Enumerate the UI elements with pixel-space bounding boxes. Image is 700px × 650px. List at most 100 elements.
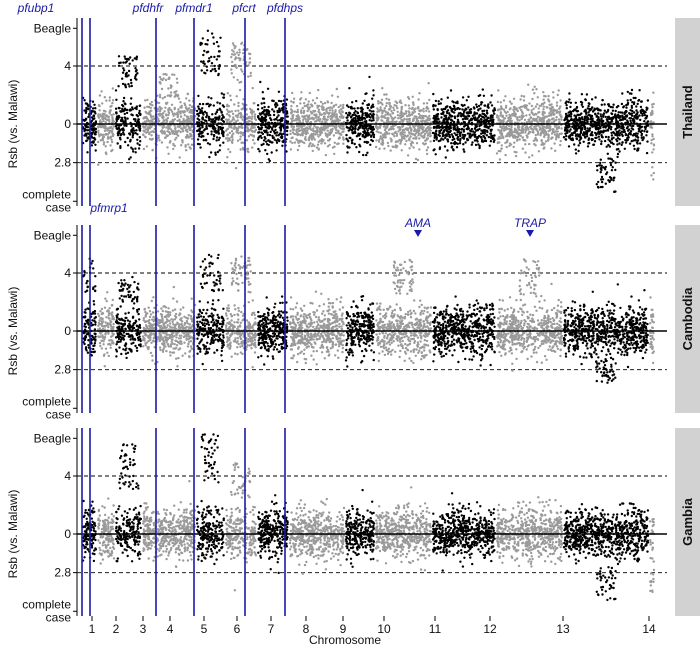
- data-point: [267, 143, 270, 147]
- data-point: [574, 134, 578, 138]
- data-point: [361, 102, 364, 105]
- data-point: [279, 129, 282, 132]
- data-point: [558, 107, 561, 110]
- data-point: [386, 132, 389, 135]
- data-point: [388, 102, 391, 106]
- data-point: [630, 112, 634, 115]
- data-point: [236, 129, 239, 132]
- data-point: [270, 127, 274, 130]
- data-point: [370, 138, 373, 142]
- data-point: [262, 111, 265, 114]
- data-point: [429, 134, 432, 137]
- data-point: [196, 142, 200, 146]
- data-point: [376, 110, 379, 114]
- data-point: [490, 94, 493, 97]
- data-point: [179, 115, 183, 118]
- data-point: [274, 105, 277, 109]
- data-point: [323, 118, 326, 121]
- data-point: [638, 124, 641, 127]
- data-point: [409, 142, 413, 146]
- data-point: [235, 95, 238, 98]
- data-point: [266, 133, 269, 137]
- data-point: [553, 109, 557, 112]
- data-point: [187, 143, 190, 146]
- data-point: [138, 127, 142, 130]
- data-point: [321, 102, 324, 106]
- data-point: [459, 137, 462, 141]
- data-point: [159, 130, 163, 133]
- data-point: [504, 128, 507, 131]
- data-point: [260, 102, 263, 105]
- data-point: [151, 130, 155, 133]
- data-point: [631, 125, 634, 128]
- data-point: [395, 140, 398, 143]
- data-point: [122, 69, 126, 72]
- data-point: [220, 92, 223, 95]
- data-point: [626, 90, 629, 94]
- data-point: [208, 57, 211, 60]
- data-point: [221, 113, 224, 117]
- data-point: [166, 124, 170, 128]
- data-point: [127, 69, 131, 73]
- data-point: [275, 149, 278, 152]
- data-point: [599, 161, 602, 165]
- data-point: [521, 147, 524, 150]
- data-point: [401, 124, 405, 128]
- y-tick-label: 4: [64, 59, 71, 73]
- data-point: [377, 139, 381, 142]
- data-point: [240, 68, 243, 71]
- data-point: [575, 105, 579, 109]
- data-point: [239, 135, 242, 138]
- data-point: [98, 104, 101, 107]
- data-point: [499, 112, 503, 115]
- data-point: [121, 103, 124, 107]
- data-point: [360, 106, 363, 109]
- data-point: [128, 108, 131, 112]
- data-point: [578, 113, 582, 117]
- data-point: [212, 42, 216, 45]
- data-point: [310, 144, 313, 148]
- data-point: [181, 128, 184, 131]
- data-point: [422, 117, 425, 120]
- data-point: [366, 131, 369, 134]
- data-point: [381, 87, 384, 90]
- data-point: [296, 148, 300, 152]
- data-point: [234, 109, 237, 113]
- data-point: [458, 133, 462, 136]
- data-point: [111, 127, 114, 130]
- data-point: [167, 87, 170, 90]
- data-point: [453, 107, 456, 110]
- data-point: [201, 107, 204, 110]
- data-point: [366, 103, 369, 107]
- data-point: [427, 126, 430, 129]
- data-point: [256, 108, 260, 111]
- data-point: [267, 139, 270, 142]
- data-point: [476, 119, 480, 122]
- data-point: [324, 153, 328, 157]
- data-point: [488, 125, 491, 128]
- data-point: [345, 133, 348, 137]
- data-point: [205, 69, 209, 72]
- data-point: [380, 119, 383, 122]
- data-point: [111, 117, 114, 121]
- data-point: [112, 113, 115, 116]
- data-point: [231, 141, 234, 144]
- data-point: [297, 129, 301, 133]
- data-point: [231, 118, 234, 121]
- data-point: [197, 114, 200, 118]
- data-point: [513, 112, 517, 115]
- data-point: [487, 106, 490, 109]
- data-point: [207, 60, 210, 63]
- data-point: [462, 125, 466, 128]
- data-point: [614, 168, 617, 172]
- data-point: [91, 107, 95, 110]
- data-point: [132, 127, 135, 130]
- data-point: [202, 135, 205, 138]
- data-point: [419, 109, 422, 112]
- data-point: [407, 97, 411, 101]
- data-point: [161, 97, 164, 100]
- data-point: [599, 164, 602, 167]
- data-point: [462, 112, 465, 116]
- data-point: [228, 115, 232, 118]
